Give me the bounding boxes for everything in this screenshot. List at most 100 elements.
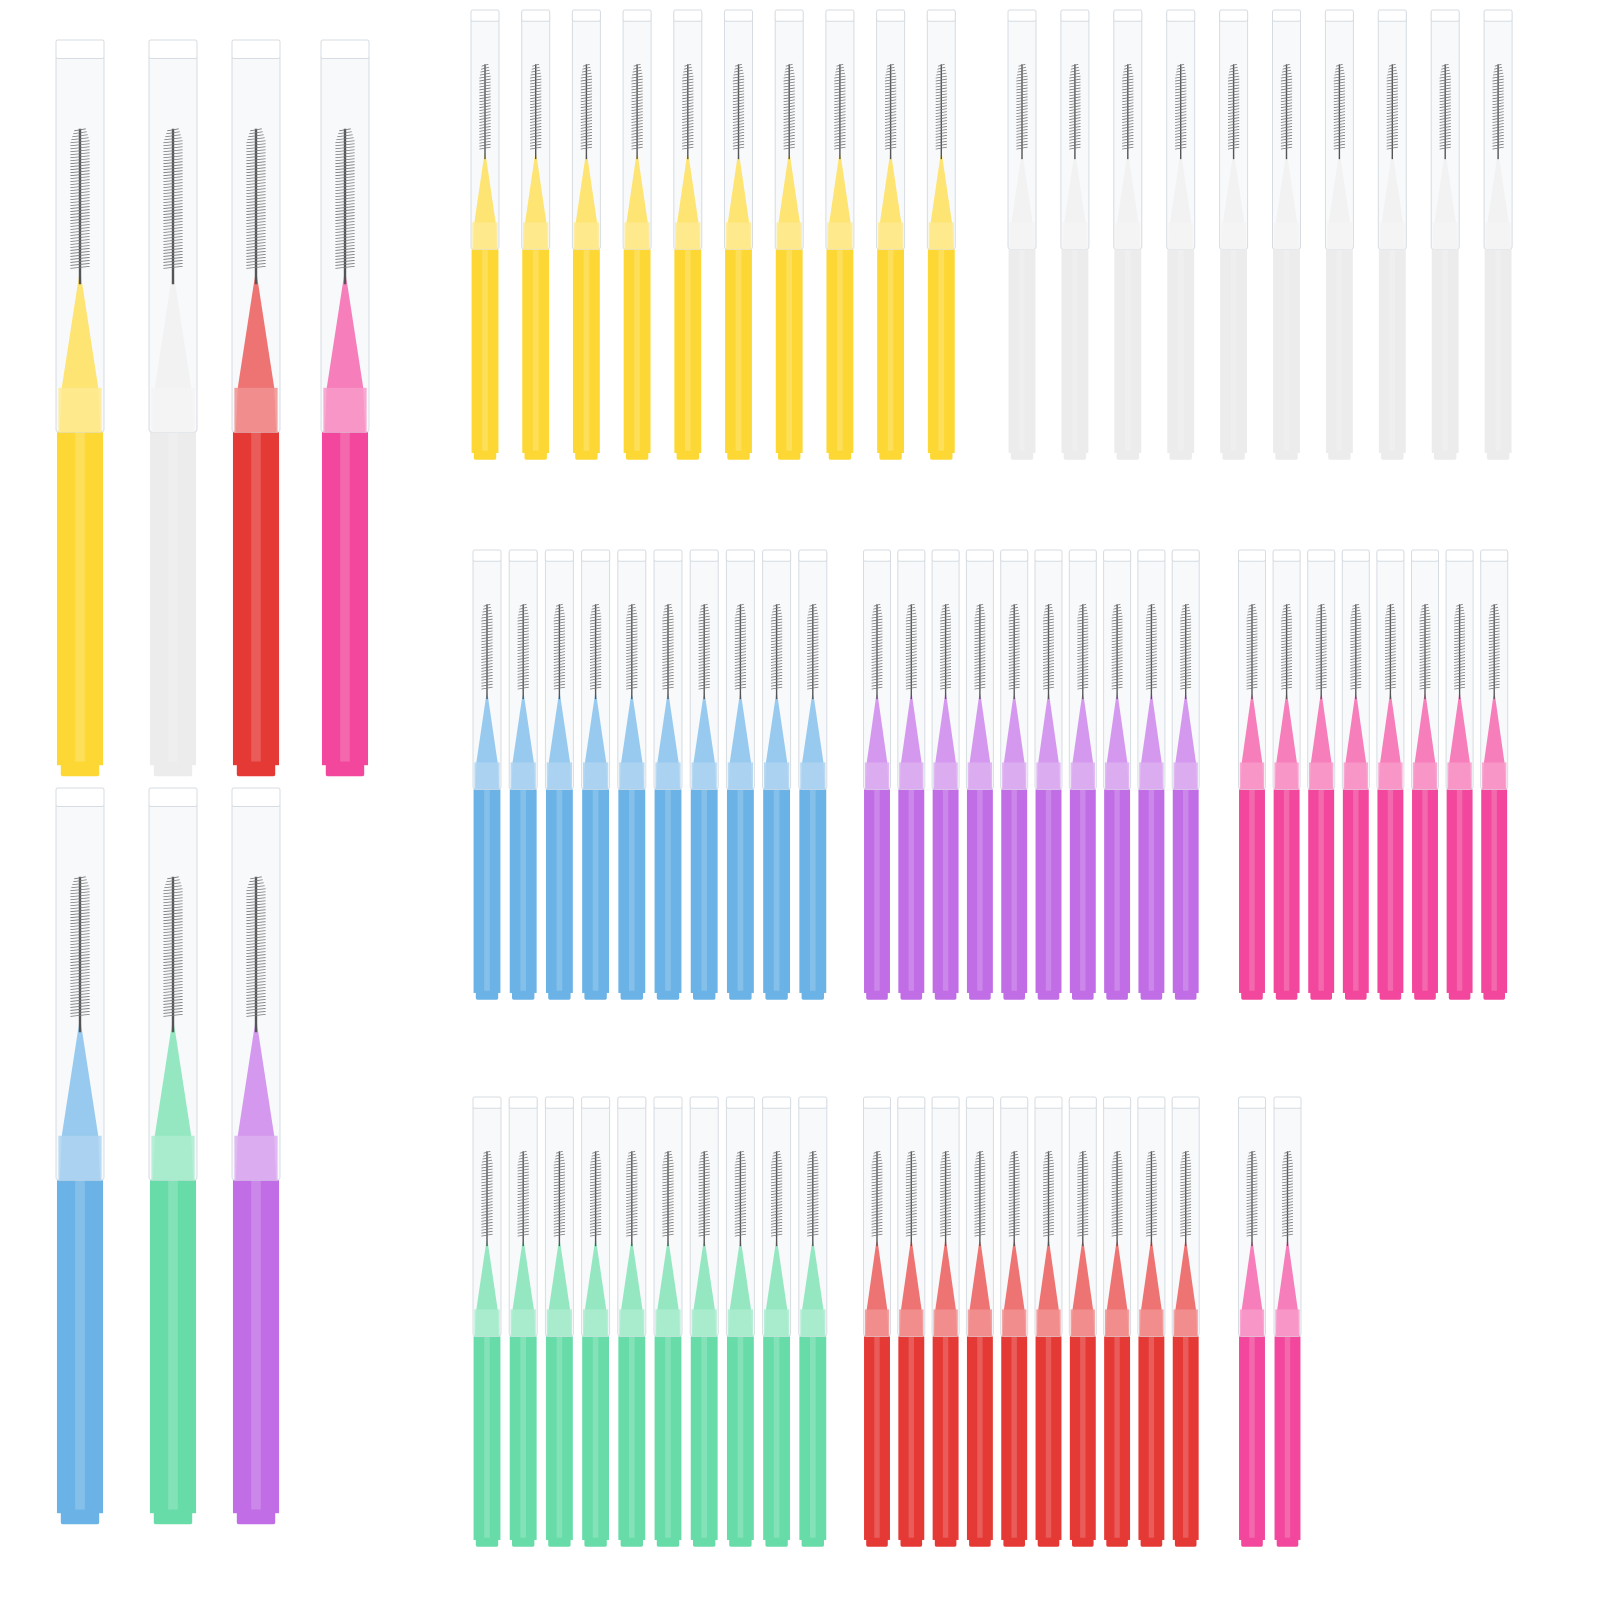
cap-top [1068,549,1097,562]
handle-foot [1275,990,1298,1000]
handle [1377,789,1404,993]
cap-collar [1221,222,1247,250]
handle-foot [236,1509,276,1525]
cap-top [55,39,105,59]
cap-top [544,1096,574,1109]
handle-foot [1222,450,1245,460]
cap-collar [691,1309,717,1337]
bristles [698,603,710,690]
handle-foot [584,1537,607,1547]
cap-top [470,9,500,22]
small-brush-green [653,1096,683,1547]
cap-top [876,9,906,22]
small-brush-green [689,1096,719,1547]
small-brush-pink [1238,1096,1266,1547]
handle [726,1336,754,1540]
cap-top [544,549,574,562]
handle [1342,789,1369,993]
small-brush-blue [581,549,611,1000]
small-brush-blue [653,549,683,1000]
small-brush-red [897,1096,926,1547]
handle-foot [620,1537,643,1547]
handle-foot [548,1537,571,1547]
cap-top [762,549,792,562]
handle [1035,1336,1062,1540]
cap-collar [1139,762,1164,790]
bristles [626,1150,638,1237]
bristles [1386,63,1398,150]
handle [826,249,854,453]
cap-collar [510,762,536,790]
small-brush-pink [1273,1096,1302,1547]
handle [56,1180,104,1514]
handle-foot [765,990,788,1000]
handle [1239,789,1265,993]
handle-foot [620,990,643,1000]
cap-collar [899,762,924,790]
handle [690,1336,718,1540]
cap-top [725,549,755,562]
cap-top [931,1096,960,1109]
handle-highlight [1387,789,1394,993]
handle [966,789,993,993]
handle-foot [473,450,497,460]
bristles [1454,603,1466,690]
handle-highlight [1125,249,1131,453]
cap-collar [546,1309,572,1337]
small-brush-red [1171,1096,1200,1547]
handle-highlight [665,1336,671,1540]
handle-foot [693,990,716,1000]
small-brush-yellow [521,9,551,460]
bristles [974,1150,986,1237]
handle-foot [548,990,571,1000]
cap-collar [58,387,102,433]
cap-top [825,9,855,22]
cap-collar [655,762,681,790]
small-brush-purple [897,549,926,1000]
cap-collar [1239,762,1265,790]
bristles [1145,603,1157,690]
cap-top [1272,9,1301,22]
cap-collar [1274,762,1299,790]
handle-foot [1037,1537,1060,1547]
handle [864,789,890,993]
cap-top [1238,1096,1266,1109]
bristles [631,63,643,150]
handle-foot [1276,1537,1299,1547]
cap-collar [655,1309,681,1337]
handle [1138,789,1165,993]
handle [471,249,499,453]
handle [726,789,754,993]
cap-collar [776,222,802,250]
small-brush-pink [1307,549,1336,1000]
handle-highlight [520,1336,526,1540]
cap-top [472,1096,502,1109]
handle [1308,789,1335,993]
cap-top [1483,9,1513,22]
bristles [70,876,90,1017]
handle-highlight [786,249,792,453]
small-brush-yellow [724,9,753,460]
small-brush-yellow [876,9,906,460]
bristles [481,603,493,690]
small-brush-pink [1445,549,1474,1000]
handle [1061,249,1089,453]
handle-highlight [168,432,178,766]
handle-foot [325,761,365,777]
handle [149,1180,197,1514]
cap-collar [864,1309,890,1337]
handle [674,249,702,453]
handle [1431,249,1459,453]
cap-collar [1482,762,1507,790]
handle-highlight [1148,1336,1155,1540]
featured-brush-yellow [55,39,105,777]
handle-highlight [75,432,85,766]
handle-foot [1140,1537,1163,1547]
cap-top [1007,9,1037,22]
handle-foot [676,450,699,460]
bristles [1246,1150,1258,1237]
cap-collar [624,222,650,250]
handle-foot [729,990,752,1000]
bristles [1111,603,1123,690]
